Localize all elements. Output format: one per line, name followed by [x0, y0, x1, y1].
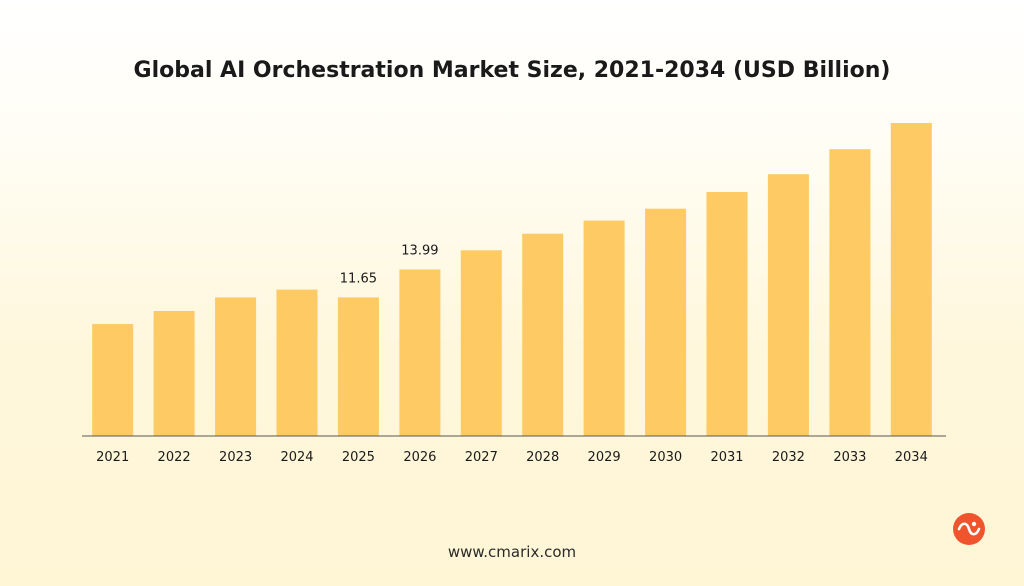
x-tick-label: 2022 [158, 450, 191, 465]
bar-2024 [276, 289, 318, 436]
chart-title: Global AI Orchestration Market Size, 202… [133, 58, 891, 83]
x-tick-label: 2032 [772, 450, 805, 465]
bar-2023 [215, 297, 257, 436]
bar-2030 [645, 208, 687, 436]
bar-2028 [522, 233, 564, 436]
data-label: 11.65 [340, 271, 377, 286]
data-label: 13.99 [401, 244, 438, 259]
bar-2034 [890, 123, 932, 436]
cmarix-logo-icon [953, 513, 985, 545]
x-tick-label: 2030 [649, 450, 682, 465]
x-tick-label: 2024 [280, 450, 313, 465]
bar-2026 [399, 269, 441, 436]
footer-website[interactable]: www.cmarix.com [447, 543, 577, 561]
x-tick-label: 2026 [403, 450, 436, 465]
bar-2022 [153, 311, 195, 436]
bar-2031 [706, 192, 748, 436]
x-tick-label: 2021 [96, 450, 129, 465]
bar-2027 [460, 250, 502, 436]
x-tick-label: 2028 [526, 450, 559, 465]
x-tick-label: 2031 [710, 450, 743, 465]
x-tick-label: 2029 [588, 450, 621, 465]
x-tick-label: 2027 [465, 450, 498, 465]
bar-2021 [92, 324, 134, 436]
bar-2033 [829, 149, 871, 436]
x-tick-label: 2034 [895, 450, 928, 465]
x-tick-label: 2025 [342, 450, 375, 465]
bar-2029 [583, 220, 625, 436]
x-tick-label: 2033 [833, 450, 866, 465]
bar-2025 [337, 297, 379, 436]
bar-2032 [767, 174, 809, 436]
x-tick-label: 2023 [219, 450, 252, 465]
